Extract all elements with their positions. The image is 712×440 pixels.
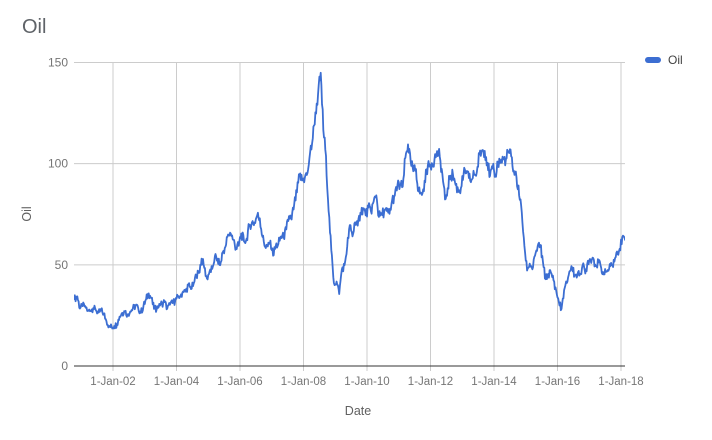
x-tick-label: 1-Jan-18 bbox=[598, 376, 643, 388]
legend-swatch-oil bbox=[645, 57, 661, 63]
oil-series-line[interactable] bbox=[74, 71, 625, 330]
x-tick-label: 1-Jan-12 bbox=[408, 376, 453, 388]
y-tick-label: 100 bbox=[48, 157, 68, 171]
x-axis-title: Date bbox=[344, 404, 372, 418]
x-tick-label: 1-Jan-04 bbox=[154, 376, 200, 388]
x-tick-label: 1-Jan-06 bbox=[217, 376, 262, 388]
legend-label-oil: Oil bbox=[668, 53, 683, 67]
y-tick-label: 50 bbox=[55, 258, 69, 272]
y-tick-label: 0 bbox=[61, 359, 68, 373]
x-tick-label: 1-Jan-08 bbox=[281, 376, 326, 388]
y-axis-title: Oil bbox=[20, 206, 34, 222]
legend: Oil bbox=[645, 53, 683, 67]
chart-title: Oil bbox=[22, 16, 47, 38]
x-tick-label: 1-Jan-02 bbox=[90, 376, 135, 388]
y-tick-label: 150 bbox=[48, 56, 68, 70]
x-tick-label: 1-Jan-10 bbox=[344, 376, 389, 388]
x-tick-label: 1-Jan-14 bbox=[471, 376, 517, 388]
x-tick-label: 1-Jan-16 bbox=[535, 376, 580, 388]
